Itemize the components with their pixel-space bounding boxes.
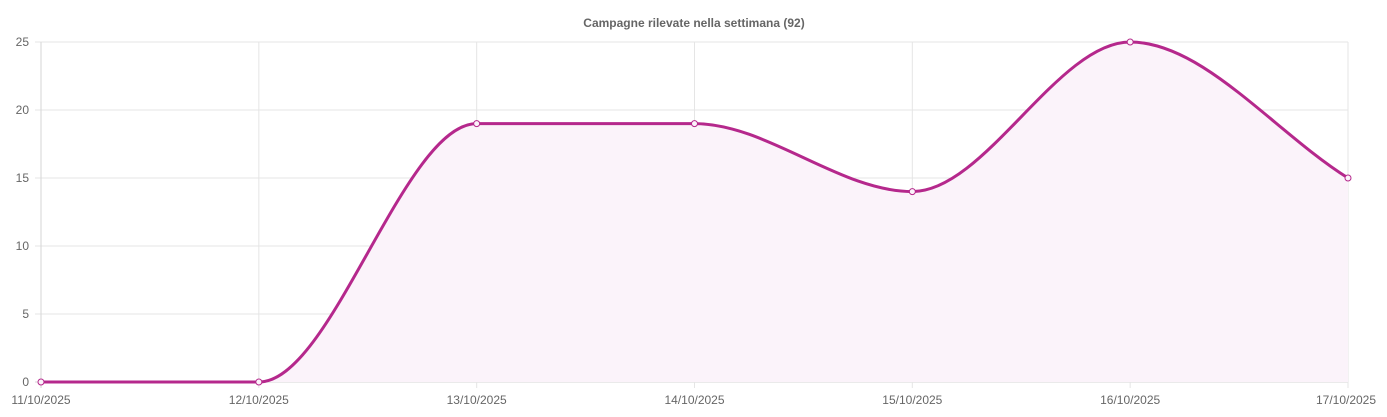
x-tick-label: 13/10/2025	[447, 393, 507, 407]
x-tick-label: 14/10/2025	[664, 393, 724, 407]
x-tick-label: 11/10/2025	[11, 393, 70, 407]
data-point[interactable]	[908, 188, 916, 196]
y-tick-label: 20	[16, 103, 30, 117]
chart-title: Campagne rilevate nella settimana (92)	[583, 16, 804, 30]
y-tick-label: 15	[16, 171, 30, 185]
x-tick-label: 12/10/2025	[229, 393, 289, 407]
data-point[interactable]	[255, 378, 263, 386]
y-tick-label: 10	[16, 239, 30, 253]
y-axis-ticks: 0 5 10 15 20 25	[16, 35, 30, 389]
x-tick-label: 16/10/2025	[1100, 393, 1160, 407]
data-point[interactable]	[1344, 174, 1352, 182]
data-point[interactable]	[37, 378, 45, 386]
y-tick-label: 5	[22, 307, 29, 321]
data-point[interactable]	[691, 120, 698, 128]
x-axis-ticks: 11/10/2025 12/10/2025 13/10/2025 14/10/2025…	[11, 393, 1376, 407]
data-points-layer	[37, 38, 1352, 386]
area-fill-layer	[41, 42, 1348, 382]
y-tick-label: 0	[22, 375, 29, 389]
x-tick-label: 17/10/2025	[1316, 393, 1376, 407]
data-point[interactable]	[473, 120, 481, 128]
y-tick-label: 25	[16, 35, 30, 49]
series-area	[41, 42, 1348, 382]
x-tick-label: 15/10/2025	[882, 393, 942, 407]
data-point[interactable]	[1126, 38, 1134, 46]
